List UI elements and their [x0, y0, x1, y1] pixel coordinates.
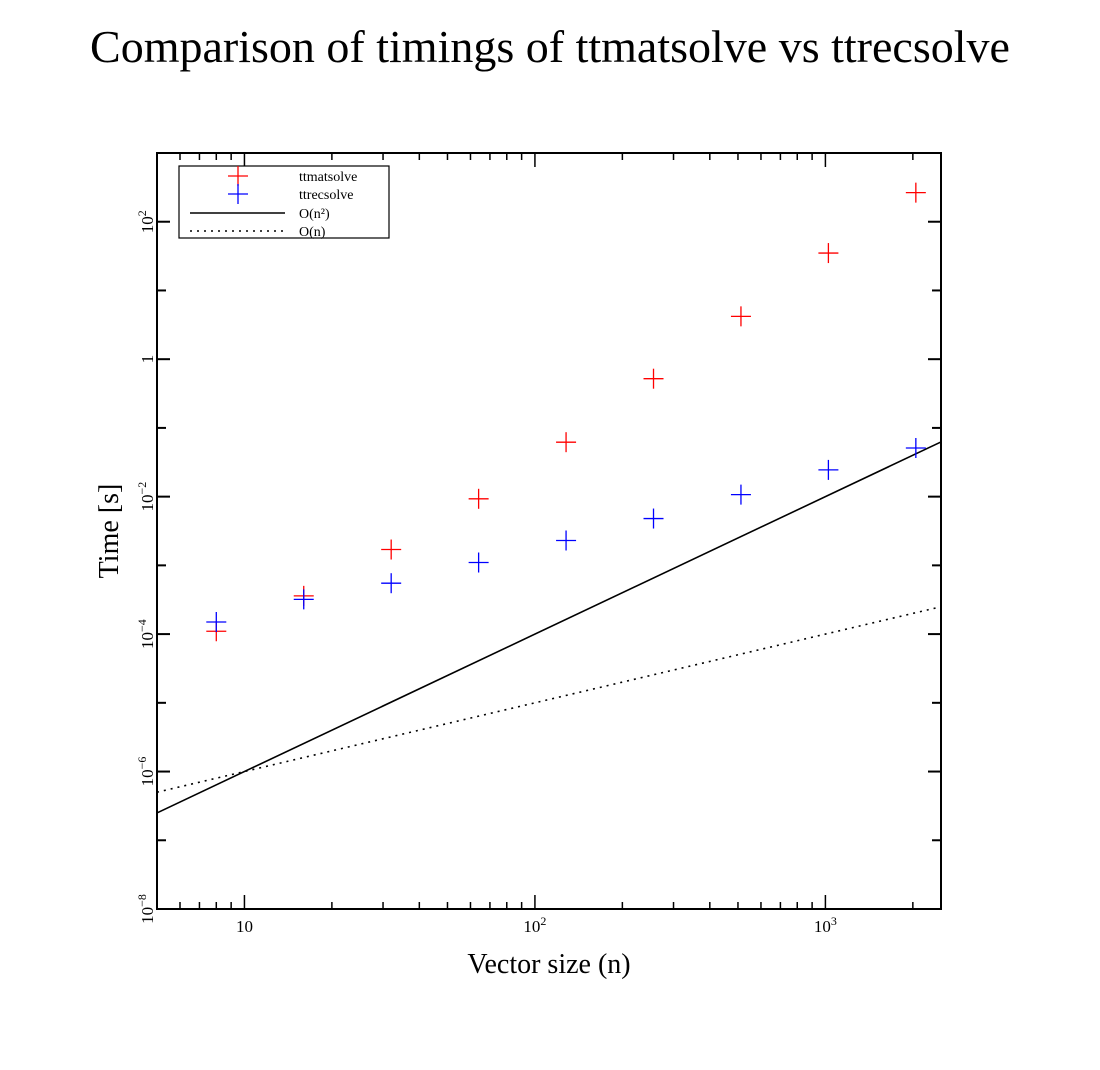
plot-frame	[156, 152, 942, 910]
data-markers	[206, 182, 926, 642]
legend-label: O(n²)	[299, 207, 330, 222]
x-axis-label: Vector size (n)	[467, 949, 630, 980]
data-point	[381, 573, 402, 594]
data-point	[730, 306, 751, 327]
y-tick-label: 10−2	[135, 482, 157, 512]
y-tick-label: 10−6	[135, 757, 157, 787]
y-tick-label: 102	[135, 210, 157, 233]
x-tick-label: 103	[814, 914, 837, 936]
data-point	[643, 508, 664, 529]
data-point	[905, 438, 926, 459]
data-point	[730, 484, 751, 505]
x-tick-label: 102	[523, 914, 546, 936]
data-point	[818, 243, 839, 264]
reference-lines	[156, 441, 942, 814]
data-point	[905, 182, 926, 203]
chart-title: Comparison of timings of ttmatsolve vs t…	[90, 21, 1010, 72]
legend-label: ttmatsolve	[299, 170, 357, 185]
legend-label: ttrecsolve	[299, 188, 353, 203]
x-tick-label: 10	[236, 917, 253, 936]
y-tick-label: 10−8	[135, 894, 157, 924]
legend: ttmatsolve ttrecsolve O(n²) O(n)	[178, 165, 390, 240]
data-point	[293, 589, 314, 610]
data-point	[381, 539, 402, 560]
legend-box	[178, 165, 390, 239]
axis-ticks: 10−8 10−6 10−4 10−2 1 102 10 102 103	[135, 152, 941, 936]
y-tick-label: 1	[138, 355, 157, 364]
data-point	[643, 368, 664, 389]
y-tick-label: 10−4	[135, 619, 157, 649]
data-point	[818, 459, 839, 480]
data-point	[556, 530, 577, 551]
data-point	[468, 488, 489, 509]
data-point	[556, 432, 577, 453]
data-point	[206, 611, 227, 632]
y-axis-label: Time [s]	[94, 484, 125, 579]
series-line	[156, 441, 942, 814]
series-line	[156, 605, 942, 794]
data-point	[468, 552, 489, 573]
legend-label: O(n)	[299, 225, 326, 240]
